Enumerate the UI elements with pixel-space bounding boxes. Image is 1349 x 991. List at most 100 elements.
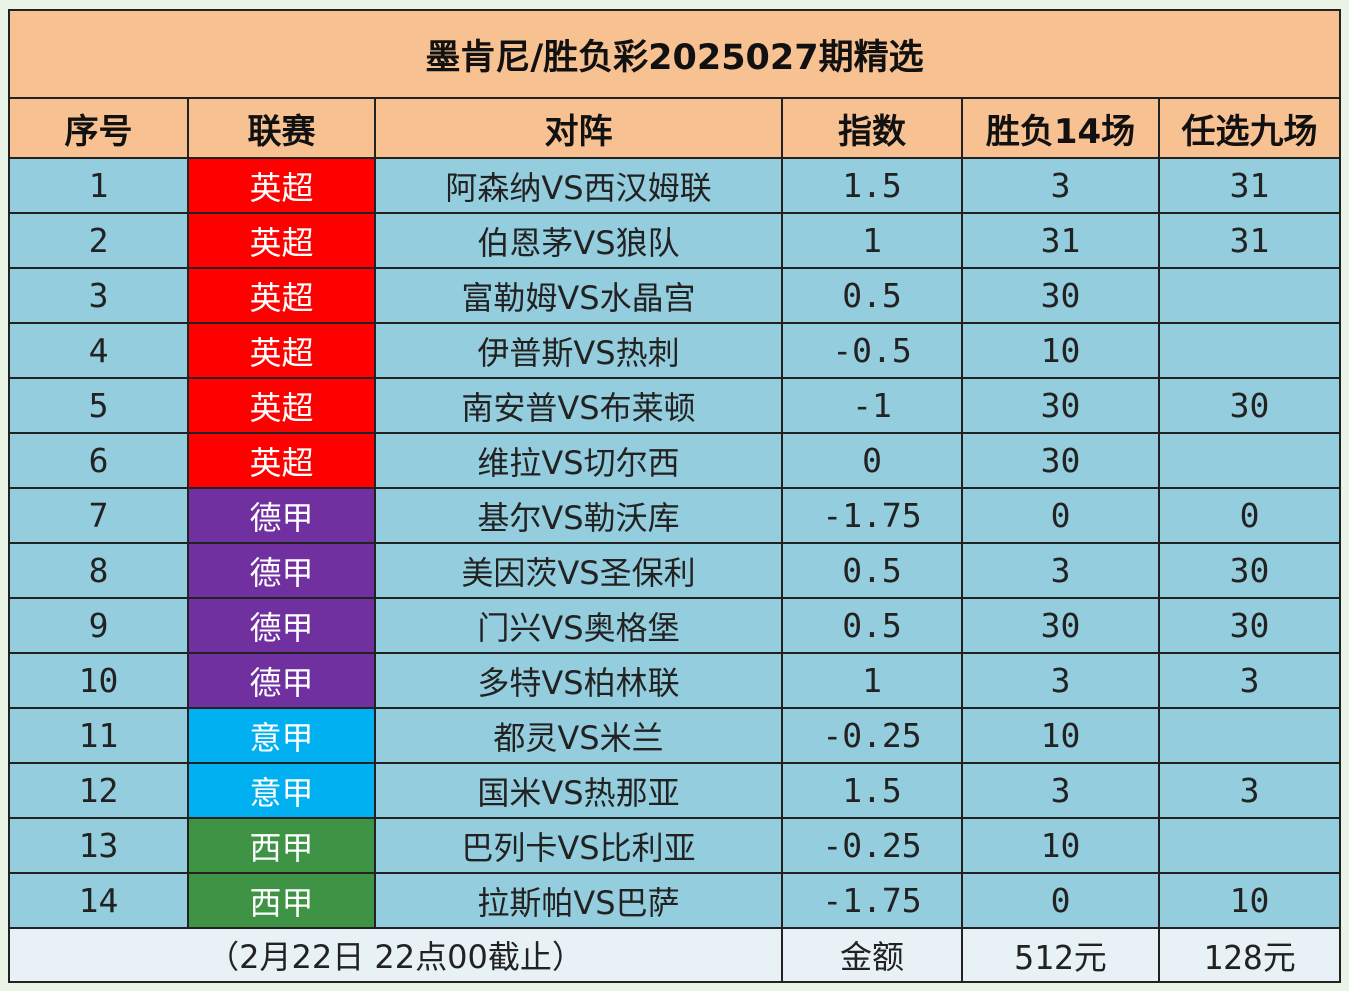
cell-index: 0.5 <box>781 267 963 324</box>
cell-sf14: 3 <box>961 652 1160 709</box>
cell-serial: 12 <box>8 762 189 819</box>
cell-r9: 31 <box>1158 212 1341 269</box>
cell-index: -1 <box>781 377 963 434</box>
header-serial: 序号 <box>8 97 189 159</box>
cell-r9: 0 <box>1158 487 1341 544</box>
cell-match: 伊普斯VS热刺 <box>374 322 783 379</box>
table-row: 9 德甲 门兴VS奥格堡 0.5 30 30 <box>8 597 1341 654</box>
cell-league: 英超 <box>187 212 376 269</box>
cell-serial: 11 <box>8 707 189 764</box>
cell-index: 1 <box>781 652 963 709</box>
cell-serial: 13 <box>8 817 189 874</box>
header-index: 指数 <box>781 97 963 159</box>
cell-match: 富勒姆VS水晶宫 <box>374 267 783 324</box>
header-sf14: 胜负14场 <box>961 97 1160 159</box>
table-row: 13 西甲 巴列卡VS比利亚 -0.25 10 <box>8 817 1341 874</box>
cell-sf14: 30 <box>961 432 1160 489</box>
cell-serial: 10 <box>8 652 189 709</box>
table-row: 7 德甲 基尔VS勒沃库 -1.75 0 0 <box>8 487 1341 544</box>
cell-match: 都灵VS米兰 <box>374 707 783 764</box>
cell-index: 0.5 <box>781 542 963 599</box>
cell-league: 意甲 <box>187 707 376 764</box>
cell-index: -0.25 <box>781 817 963 874</box>
cell-league: 英超 <box>187 157 376 214</box>
cell-serial: 4 <box>8 322 189 379</box>
cell-sf14: 10 <box>961 322 1160 379</box>
header-row: 序号 联赛 对阵 指数 胜负14场 任选九场 <box>8 97 1341 159</box>
cell-sf14: 30 <box>961 267 1160 324</box>
cell-league: 德甲 <box>187 542 376 599</box>
table-row: 12 意甲 国米VS热那亚 1.5 3 3 <box>8 762 1341 819</box>
cell-league: 英超 <box>187 322 376 379</box>
cell-index: -1.75 <box>781 487 963 544</box>
table-row: 5 英超 南安普VS布莱顿 -1 30 30 <box>8 377 1341 434</box>
cell-league: 英超 <box>187 432 376 489</box>
table-row: 14 西甲 拉斯帕VS巴萨 -1.75 0 10 <box>8 872 1341 929</box>
cell-league: 英超 <box>187 377 376 434</box>
deadline-text: （2月22日 22点00截止） <box>8 927 783 983</box>
cell-league: 英超 <box>187 267 376 324</box>
footer-row: （2月22日 22点00截止） 金额 512元 128元 <box>8 927 1341 983</box>
cell-sf14: 31 <box>961 212 1160 269</box>
cell-index: -0.5 <box>781 322 963 379</box>
header-league: 联赛 <box>187 97 376 159</box>
cell-match: 基尔VS勒沃库 <box>374 487 783 544</box>
cell-match: 拉斯帕VS巴萨 <box>374 872 783 929</box>
cell-serial: 5 <box>8 377 189 434</box>
table-row: 6 英超 维拉VS切尔西 0 30 <box>8 432 1341 489</box>
header-match: 对阵 <box>374 97 783 159</box>
cell-r9: 30 <box>1158 377 1341 434</box>
cell-sf14: 3 <box>961 542 1160 599</box>
cell-sf14: 10 <box>961 707 1160 764</box>
cell-league: 德甲 <box>187 597 376 654</box>
cell-match: 伯恩茅VS狼队 <box>374 212 783 269</box>
cell-serial: 14 <box>8 872 189 929</box>
cell-index: 1.5 <box>781 157 963 214</box>
cell-sf14: 0 <box>961 487 1160 544</box>
cell-league: 德甲 <box>187 652 376 709</box>
table-row: 1 英超 阿森纳VS西汉姆联 1.5 3 31 <box>8 157 1341 214</box>
cell-serial: 6 <box>8 432 189 489</box>
cell-r9 <box>1158 707 1341 764</box>
cell-r9: 30 <box>1158 597 1341 654</box>
cell-match: 门兴VS奥格堡 <box>374 597 783 654</box>
cell-r9 <box>1158 817 1341 874</box>
cell-index: 1 <box>781 212 963 269</box>
cell-serial: 7 <box>8 487 189 544</box>
title-row: 墨肯尼/胜负彩2025027期精选 <box>8 9 1341 99</box>
cell-r9: 3 <box>1158 652 1341 709</box>
cell-league: 德甲 <box>187 487 376 544</box>
cell-index: 0 <box>781 432 963 489</box>
cell-match: 维拉VS切尔西 <box>374 432 783 489</box>
table-row: 3 英超 富勒姆VS水晶宫 0.5 30 <box>8 267 1341 324</box>
table-row: 4 英超 伊普斯VS热刺 -0.5 10 <box>8 322 1341 379</box>
cell-r9: 31 <box>1158 157 1341 214</box>
header-r9: 任选九场 <box>1158 97 1341 159</box>
cell-serial: 9 <box>8 597 189 654</box>
cell-r9 <box>1158 432 1341 489</box>
cell-sf14: 30 <box>961 377 1160 434</box>
cell-index: 1.5 <box>781 762 963 819</box>
cell-r9: 30 <box>1158 542 1341 599</box>
r9-amount: 128元 <box>1158 927 1341 983</box>
cell-index: -1.75 <box>781 872 963 929</box>
cell-league: 西甲 <box>187 817 376 874</box>
cell-match: 多特VS柏林联 <box>374 652 783 709</box>
cell-match: 巴列卡VS比利亚 <box>374 817 783 874</box>
cell-r9 <box>1158 322 1341 379</box>
cell-r9: 10 <box>1158 872 1341 929</box>
cell-sf14: 30 <box>961 597 1160 654</box>
cell-r9 <box>1158 267 1341 324</box>
table-row: 11 意甲 都灵VS米兰 -0.25 10 <box>8 707 1341 764</box>
cell-r9: 3 <box>1158 762 1341 819</box>
table-row: 10 德甲 多特VS柏林联 1 3 3 <box>8 652 1341 709</box>
table-title: 墨肯尼/胜负彩2025027期精选 <box>8 9 1341 99</box>
table-row: 8 德甲 美因茨VS圣保利 0.5 3 30 <box>8 542 1341 599</box>
cell-sf14: 0 <box>961 872 1160 929</box>
cell-serial: 1 <box>8 157 189 214</box>
cell-match: 国米VS热那亚 <box>374 762 783 819</box>
sf14-amount: 512元 <box>961 927 1160 983</box>
cell-serial: 2 <box>8 212 189 269</box>
cell-league: 西甲 <box>187 872 376 929</box>
cell-league: 意甲 <box>187 762 376 819</box>
